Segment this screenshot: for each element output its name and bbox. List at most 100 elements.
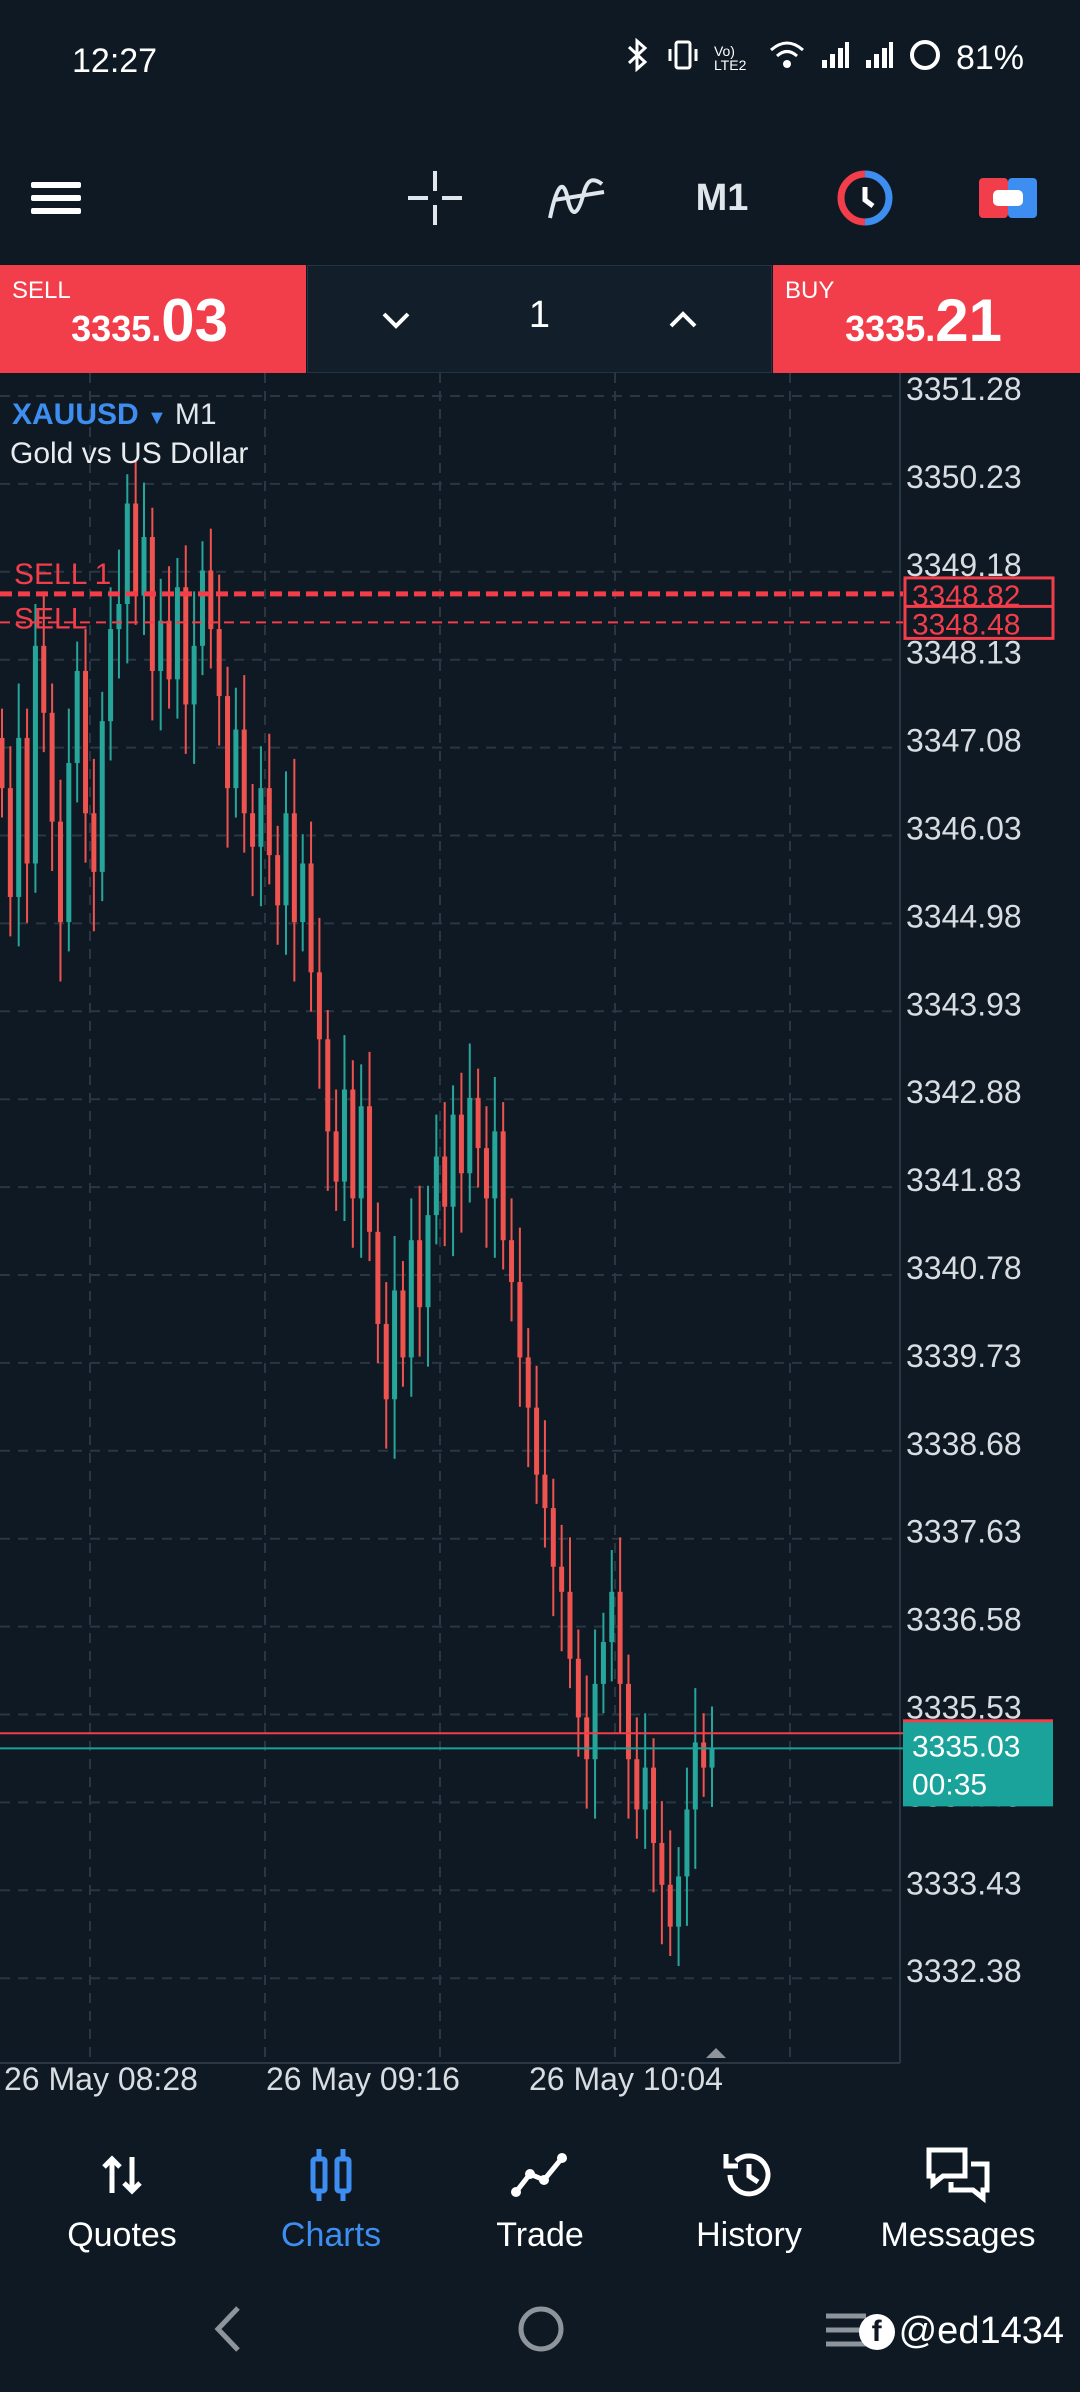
candle-body (308, 863, 314, 973)
y-tick-label: 3347.08 (906, 723, 1022, 759)
buy-label: BUY (785, 277, 835, 304)
bottom-nav: Quotes Charts Trade History Messages (0, 2100, 1080, 2270)
candle-body (408, 1240, 414, 1358)
candle-body (567, 1591, 573, 1659)
price-chart[interactable]: 3351.28 3350.23 3349.18 3348.13 3347.08 3346.… (0, 373, 1080, 2100)
candle-body (417, 1240, 423, 1308)
nav-trade[interactable]: Trade (440, 2142, 640, 2255)
trade-panel-icon[interactable] (977, 168, 1039, 228)
candle-body (575, 1658, 581, 1718)
candle-body (225, 696, 231, 789)
candle-body (24, 737, 30, 864)
candle-body (7, 788, 13, 897)
bid-price-tag (903, 1722, 1053, 1807)
nav-charts[interactable]: Charts (231, 2142, 431, 2255)
home-icon[interactable] (516, 2304, 566, 2359)
x-tick-label: 26 May 10:04 (529, 2061, 723, 2097)
candle-body (316, 972, 322, 1040)
candle-body (684, 1809, 690, 1877)
candle-body (483, 1148, 489, 1199)
volume-input[interactable]: 1 (528, 294, 551, 336)
candle-body (433, 1156, 439, 1216)
trade-icon (440, 2142, 640, 2208)
candle-body (49, 712, 55, 822)
volume-decrease-button[interactable] (366, 290, 426, 350)
status-icons: Vo) LTE2 81% (624, 37, 1024, 78)
candle-body (509, 1240, 515, 1283)
facebook-icon: f (858, 2313, 895, 2350)
sell-label: SELL (12, 277, 71, 304)
volume-increase-button[interactable] (653, 290, 713, 350)
signal-icon-2 (864, 40, 894, 76)
y-tick-label: 3336.58 (906, 1602, 1022, 1638)
buy-button[interactable]: BUY 3335.21 (773, 265, 1080, 373)
candle-body (291, 813, 297, 923)
candle-body (600, 1642, 606, 1684)
order-label: SELL (14, 602, 87, 635)
menu-icon[interactable] (28, 168, 84, 228)
candle-body (651, 1767, 657, 1843)
timeframe-button[interactable]: M1 (695, 176, 749, 219)
charts-icon (231, 2142, 431, 2208)
candle-body (592, 1683, 598, 1760)
candle-body (525, 1357, 531, 1408)
candle-body (74, 670, 80, 764)
indicators-icon[interactable] (545, 168, 611, 228)
y-tick-label: 3350.23 (906, 459, 1022, 495)
y-tick-label: 3333.43 (906, 1865, 1022, 1901)
candle-body (91, 813, 97, 872)
order-label: SELL 1 (14, 558, 111, 591)
system-nav-bar: f @ed1434 (0, 2270, 1080, 2392)
candle-body (133, 503, 139, 596)
candle-body (99, 721, 105, 872)
candle-body (350, 1089, 356, 1199)
y-tick-label: 3342.88 (906, 1074, 1022, 1110)
candle-body (358, 1106, 364, 1199)
candle-body (124, 503, 130, 604)
candle-body (283, 813, 289, 906)
sell-button[interactable]: SELL 3335.03 (0, 265, 306, 373)
y-tick-label: 3339.73 (906, 1338, 1022, 1374)
candle-body (57, 821, 63, 923)
candle-body (375, 1231, 381, 1324)
battery-level: 81% (955, 38, 1024, 77)
x-tick-label: 26 May 08:28 (4, 2061, 198, 2097)
vibrate-icon (666, 38, 700, 78)
y-tick-label: 3351.28 (906, 373, 1022, 407)
one-click-trading-icon[interactable] (835, 168, 895, 228)
chart-symbol[interactable]: XAUUSD ▼ M1 (12, 398, 217, 431)
candle-body (174, 587, 180, 680)
candle-body (166, 620, 172, 680)
nav-history[interactable]: History (649, 2142, 849, 2255)
bar-countdown: 00:35 (912, 1768, 987, 1801)
candle-body (442, 1156, 448, 1207)
candle-body (191, 645, 197, 705)
candle-body (216, 629, 222, 697)
y-tick-label: 3340.78 (906, 1250, 1022, 1286)
candle-body (300, 863, 306, 923)
candle-body (400, 1290, 406, 1358)
y-tick-label: 3346.03 (906, 811, 1022, 847)
candle-body (275, 855, 281, 906)
nav-messages[interactable]: Messages (858, 2142, 1058, 2255)
back-icon[interactable] (210, 2304, 246, 2359)
candle-body (258, 788, 264, 847)
candle-body (233, 729, 239, 789)
buy-price: 3335.21 (845, 287, 1002, 354)
nav-quotes[interactable]: Quotes (22, 2142, 222, 2255)
one-click-trade-bar: SELL 3335.03 1 BUY 3335.21 (0, 265, 1080, 373)
candle-body (41, 645, 47, 713)
signal-icon-1 (820, 40, 850, 76)
candle-body (266, 788, 272, 856)
x-tick-label: 26 May 09:16 (266, 2061, 460, 2097)
crosshair-icon[interactable] (405, 168, 465, 228)
watermark: f @ed1434 (858, 2310, 1064, 2353)
quotes-icon (22, 2142, 222, 2208)
candle-body (108, 629, 114, 722)
candle-body (149, 537, 155, 671)
candle-body (425, 1215, 431, 1308)
candle-body (116, 603, 122, 630)
candlestick-chart[interactable]: 3351.283350.233349.183348.133347.083346.… (0, 373, 1080, 2100)
candle-body (158, 620, 164, 671)
candle-body (667, 1884, 673, 1927)
